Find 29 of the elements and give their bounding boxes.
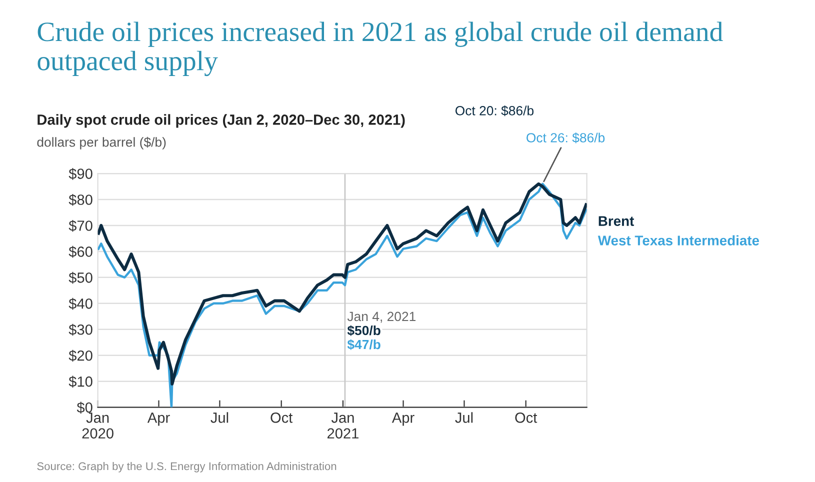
y-tick-label: $40 bbox=[68, 298, 92, 310]
series-label: Brent bbox=[598, 216, 634, 226]
series-label: West Texas Intermediate bbox=[598, 235, 760, 246]
y-tick-label: $80 bbox=[68, 194, 92, 206]
y-tick-label: $90 bbox=[68, 168, 92, 180]
y-tick-label: $50 bbox=[68, 272, 92, 284]
x-tick-label: Jan 2020 bbox=[82, 412, 114, 439]
source-note: Source: Graph by the U.S. Energy Information Administration bbox=[37, 462, 336, 472]
y-tick-label: $60 bbox=[68, 246, 92, 258]
y-tick-label: $0 bbox=[76, 402, 92, 414]
chart-subtitle: Daily spot crude oil prices (Jan 2, 2020–Dec 30, 2021) bbox=[38, 114, 405, 128]
x-tick-label: Oct bbox=[270, 412, 293, 423]
annotation: $50/b bbox=[347, 325, 380, 336]
y-tick-label: $70 bbox=[68, 220, 92, 232]
x-tick-label: Apr bbox=[392, 412, 414, 426]
x-tick-label: Jul bbox=[455, 412, 473, 423]
annotation: Jan 4, 2021 bbox=[347, 312, 416, 323]
annotation: $47/b bbox=[347, 339, 380, 350]
text: Oct 20: $86/b bbox=[455, 105, 534, 116]
x-tick-label: Jul bbox=[210, 412, 228, 423]
x-tick-label: Apr bbox=[147, 412, 170, 426]
chart-title: Crude oil prices increased in 2021 as global crude oil demand outpaced supply bbox=[38, 22, 723, 76]
y-tick-label: $20 bbox=[68, 350, 92, 362]
y-tick-label: $30 bbox=[68, 324, 92, 336]
annotation: Oct 26: $86/b bbox=[526, 132, 605, 144]
x-tick-label: Jan 2021 bbox=[327, 412, 358, 439]
y-axis-title: dollars per barrel ($/b) bbox=[37, 136, 166, 150]
y-tick-label: $10 bbox=[68, 376, 92, 388]
x-tick-label: Oct bbox=[515, 412, 538, 423]
